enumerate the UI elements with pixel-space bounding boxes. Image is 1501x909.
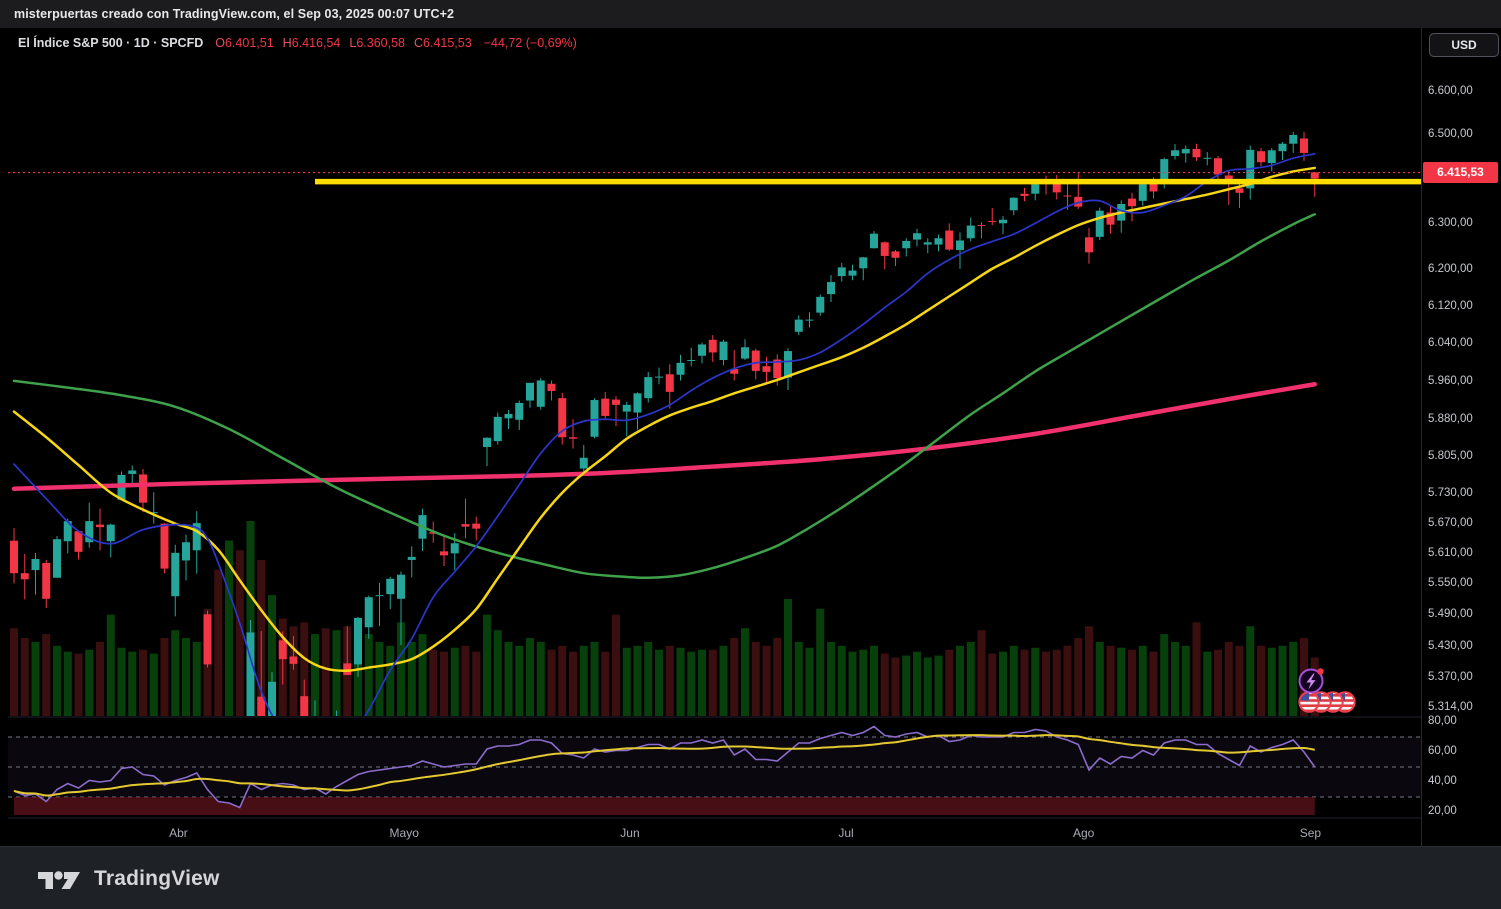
ma-line-sma-20[interactable] bbox=[12, 166, 1316, 673]
price-tick-label: 5.730,00 bbox=[1428, 486, 1473, 499]
rsi-ma-line[interactable] bbox=[13, 734, 1315, 797]
price-tick-label: 5.550,00 bbox=[1428, 577, 1473, 590]
lightning-bolt-icon bbox=[1306, 673, 1316, 690]
footer-bar: TradingView bbox=[0, 846, 1501, 909]
currency-toggle-button[interactable]: USD bbox=[1429, 33, 1499, 57]
price-tick-label: 6.120,00 bbox=[1428, 299, 1473, 312]
price-tick-label: 5.430,00 bbox=[1428, 639, 1473, 652]
price-tick-label: 5.880,00 bbox=[1428, 413, 1473, 426]
price-tick-label: 5.490,00 bbox=[1428, 608, 1473, 621]
price-tick-label: 6.600,00 bbox=[1428, 85, 1473, 97]
month-label: Jul bbox=[838, 826, 854, 840]
change-value: −44,72 (−0,69%) bbox=[483, 36, 577, 50]
notification-dot bbox=[1317, 668, 1324, 675]
ohlc-open: O6.401,51 bbox=[215, 36, 274, 50]
last-price-label: 6.415,53 bbox=[1423, 162, 1498, 183]
ohlc-close: C6.415,53 bbox=[413, 36, 472, 50]
price-tick-label: 5.960,00 bbox=[1428, 374, 1473, 387]
rsi-tick-label: 60,00 bbox=[1428, 745, 1457, 757]
month-label: Mayo bbox=[389, 826, 419, 840]
rsi-line[interactable] bbox=[13, 725, 1316, 809]
ma-line-sma-10[interactable] bbox=[13, 152, 1316, 755]
candlestick-series[interactable] bbox=[10, 131, 1319, 909]
volume-series bbox=[10, 521, 1319, 716]
ma-line-sma-50[interactable] bbox=[12, 213, 1316, 580]
tradingview-logo-icon[interactable] bbox=[36, 864, 82, 894]
us-flag-event-icon[interactable] bbox=[1299, 692, 1320, 713]
price-tick-label: 6.200,00 bbox=[1428, 262, 1473, 275]
price-scale[interactable]: 6.600,006.500,006.400,006.300,006.200,00… bbox=[1422, 28, 1501, 846]
rsi-tick-label: 40,00 bbox=[1428, 775, 1457, 787]
ma-line-sma-200[interactable] bbox=[11, 382, 1317, 492]
month-label: Sep bbox=[1299, 826, 1322, 840]
attribution-text: misterpuertas creado con TradingView.com… bbox=[14, 7, 455, 21]
month-label: Jun bbox=[620, 826, 640, 840]
price-tick-label: 5.370,00 bbox=[1428, 671, 1473, 684]
rsi-tick-label: 20,00 bbox=[1428, 805, 1457, 817]
month-label: Abr bbox=[169, 826, 188, 840]
price-tick-label: 6.040,00 bbox=[1428, 336, 1473, 349]
month-label: Ago bbox=[1072, 826, 1095, 840]
ohlc-low: L6.360,58 bbox=[349, 36, 405, 50]
time-scale[interactable]: Abr Mayo Jun Jul Ago Sep bbox=[0, 820, 1421, 846]
attribution-bar: misterpuertas creado con TradingView.com… bbox=[0, 0, 1501, 28]
rsi-tick-label: 80,00 bbox=[1428, 715, 1457, 727]
rsi-oversold-fill bbox=[14, 797, 1315, 815]
price-tick-label: 5.670,00 bbox=[1428, 516, 1473, 529]
price-tick-label: 6.500,00 bbox=[1428, 128, 1473, 141]
event-icons[interactable] bbox=[1298, 668, 1356, 713]
symbol-legend[interactable]: El Índice S&P 500 · 1D · SPCFD O6.401,51 H… bbox=[18, 36, 577, 50]
brand-name[interactable]: TradingView bbox=[94, 866, 220, 890]
ohlc-high: H6.416,54 bbox=[282, 36, 341, 50]
symbol-title[interactable]: El Índice S&P 500 · 1D · SPCFD bbox=[18, 36, 204, 50]
price-tick-label: 6.300,00 bbox=[1428, 217, 1473, 230]
price-tick-label: 5.314,00 bbox=[1428, 700, 1473, 713]
price-tick-label: 5.610,00 bbox=[1428, 546, 1473, 559]
price-tick-label: 5.805,00 bbox=[1428, 449, 1473, 462]
